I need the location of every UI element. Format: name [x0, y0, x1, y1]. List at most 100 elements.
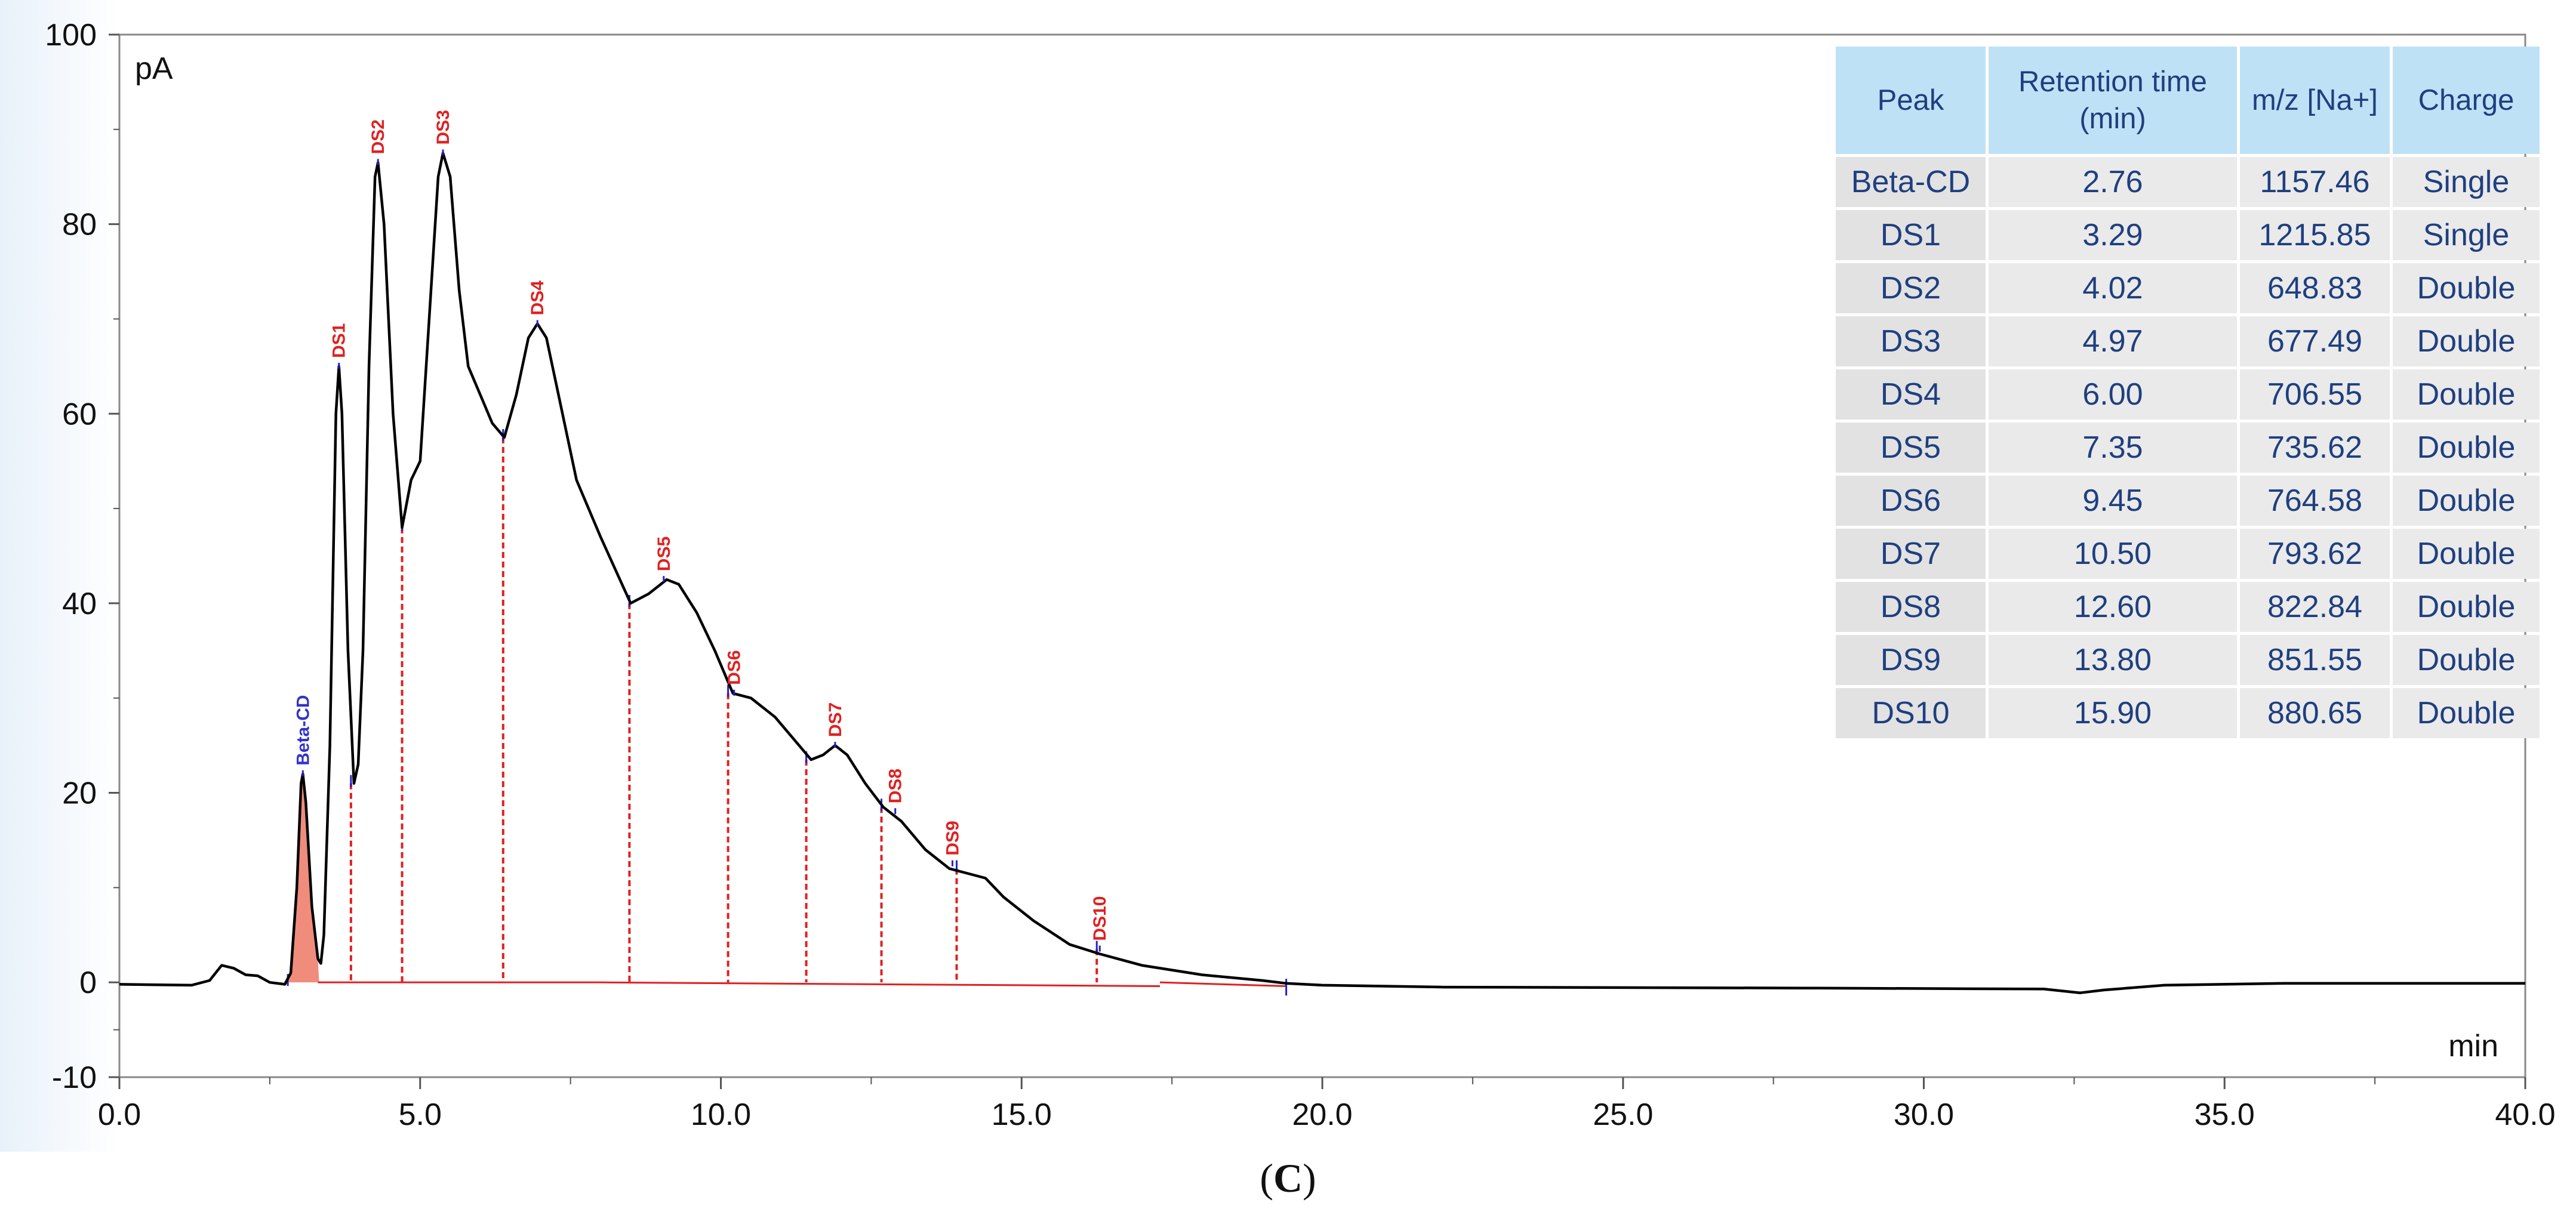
table-header-row: Peak Retention time (min) m/z [Na+] Char…	[1836, 47, 2540, 154]
cell-charge: Single	[2393, 157, 2540, 207]
table-row: DS4 6.00 706.55 Double	[1836, 369, 2540, 420]
y-unit-label: pA	[135, 51, 173, 86]
cell-charge: Double	[2393, 423, 2540, 473]
y-axis-ticks: -10 0 20 40 60 80 100	[45, 18, 119, 1095]
cell-charge: Double	[2393, 263, 2540, 313]
cell-charge: Double	[2393, 582, 2540, 632]
cell-mz: 880.65	[2240, 688, 2390, 738]
y-tick-label: -10	[52, 1060, 97, 1095]
cell-charge: Double	[2393, 476, 2540, 526]
table-row: Beta-CD 2.76 1157.46 Single	[1836, 157, 2540, 207]
cell-retention-time: 2.76	[1989, 157, 2237, 207]
peak-label-ds6: DS6	[725, 650, 744, 684]
cell-retention-time: 12.60	[1989, 582, 2237, 632]
peak-label-ds7: DS7	[826, 702, 845, 737]
x-tick-label: 15.0	[992, 1097, 1052, 1132]
peak-label-ds5: DS5	[654, 536, 674, 571]
cell-charge: Double	[2393, 316, 2540, 366]
cell-retention-time: 6.00	[1989, 369, 2237, 420]
chromatogram-trace	[119, 152, 2525, 994]
peak-label-ds9: DS9	[943, 821, 962, 855]
cell-mz: 851.55	[2240, 635, 2390, 685]
cell-mz: 677.49	[2240, 316, 2390, 366]
cell-retention-time: 13.80	[1989, 635, 2237, 685]
cell-mz: 1215.85	[2240, 210, 2390, 260]
cell-charge: Double	[2393, 529, 2540, 579]
peak-label-ds2: DS2	[368, 119, 388, 154]
table-row: DS2 4.02 648.83 Double	[1836, 263, 2540, 313]
x-tick-label: 40.0	[2495, 1097, 2555, 1132]
cell-mz: 793.62	[2240, 529, 2390, 579]
table-row: DS6 9.45 764.58 Double	[1836, 476, 2540, 526]
x-tick-label: 5.0	[399, 1097, 442, 1132]
peak-label-ds4: DS4	[528, 280, 547, 316]
cell-peak: DS10	[1836, 688, 1986, 738]
cell-charge: Double	[2393, 688, 2540, 738]
peak-label-layer: Beta-CD DS1 DS2 DS3 DS4 DS5 DS6 DS7 DS8 DS9 DS10	[293, 110, 1110, 952]
left-gradient-band	[0, 0, 119, 1152]
cell-mz: 706.55	[2240, 369, 2390, 420]
cell-retention-time: 4.02	[1989, 263, 2237, 313]
y-tick-label: 100	[45, 18, 97, 53]
x-tick-label: 35.0	[2195, 1097, 2255, 1132]
column-header-mz: m/z [Na+]	[2240, 47, 2390, 154]
cell-peak: DS3	[1836, 316, 1986, 366]
x-tick-label: 20.0	[1292, 1097, 1352, 1132]
column-header-retention-time: Retention time (min)	[1989, 47, 2237, 154]
peak-table: Peak Retention time (min) m/z [Na+] Char…	[1833, 44, 2543, 741]
cell-mz: 648.83	[2240, 263, 2390, 313]
y-tick-label: 80	[62, 208, 97, 242]
table-row: DS8 12.60 822.84 Double	[1836, 582, 2540, 632]
cell-mz: 764.58	[2240, 476, 2390, 526]
caption-open: (	[1260, 1155, 1273, 1201]
x-tick-label: 30.0	[1894, 1097, 1954, 1132]
cell-peak: DS4	[1836, 369, 1986, 420]
cell-mz: 822.84	[2240, 582, 2390, 632]
table-row: DS1 3.29 1215.85 Single	[1836, 210, 2540, 260]
table-body: Beta-CD 2.76 1157.46 Single DS1 3.29 1215.85 Si…	[1836, 157, 2540, 738]
peak-label-beta-cd: Beta-CD	[293, 695, 313, 765]
cell-peak: DS8	[1836, 582, 1986, 632]
cell-charge: Single	[2393, 210, 2540, 260]
column-header-charge: Charge	[2393, 47, 2540, 154]
x-axis-ticks: 0.0 5.0 10.0 15.0 20.0 25.0 30.0 35.0 40.0	[98, 1077, 2556, 1132]
cell-peak: DS9	[1836, 635, 1986, 685]
cell-mz: 735.62	[2240, 423, 2390, 473]
peak-label-ds8: DS8	[886, 769, 906, 803]
integration-baseline	[1159, 981, 1287, 988]
table-row: DS10 15.90 880.65 Double	[1836, 688, 2540, 738]
peak-label-ds10: DS10	[1090, 896, 1110, 941]
caption-close: )	[1303, 1155, 1316, 1201]
table-row: DS7 10.50 793.62 Double	[1836, 529, 2540, 579]
cell-mz: 1157.46	[2240, 157, 2390, 207]
table-row: DS5 7.35 735.62 Double	[1836, 423, 2540, 473]
cell-retention-time: 7.35	[1989, 423, 2237, 473]
figure-caption: (C)	[0, 1155, 2576, 1202]
trace-layer	[119, 152, 2525, 994]
cell-charge: Double	[2393, 369, 2540, 420]
y-tick-label: 60	[62, 397, 97, 431]
baseline-layer	[318, 981, 1287, 988]
cell-peak: Beta-CD	[1836, 157, 1986, 207]
y-tick-label: 20	[62, 776, 97, 811]
cell-retention-time: 4.97	[1989, 316, 2237, 366]
cell-peak: DS6	[1836, 476, 1986, 526]
cell-peak: DS7	[1836, 529, 1986, 579]
x-unit-label: min	[2448, 1029, 2498, 1063]
y-tick-label: 0	[79, 966, 97, 1000]
cell-peak: DS1	[1836, 210, 1986, 260]
x-tick-label: 10.0	[691, 1097, 751, 1132]
cell-retention-time: 3.29	[1989, 210, 2237, 260]
table-row: DS9 13.80 851.55 Double	[1836, 635, 2540, 685]
cell-charge: Double	[2393, 635, 2540, 685]
cell-peak: DS5	[1836, 423, 1986, 473]
table-row: DS3 4.97 677.49 Double	[1836, 316, 2540, 366]
x-tick-label: 25.0	[1593, 1097, 1653, 1132]
integration-baseline	[600, 981, 1160, 988]
peak-label-ds3: DS3	[433, 110, 453, 144]
peak-label-ds1: DS1	[330, 323, 349, 358]
x-tick-label: 0.0	[98, 1097, 141, 1132]
column-header-peak: Peak	[1836, 47, 1986, 154]
y-tick-label: 40	[62, 587, 97, 621]
cell-peak: DS2	[1836, 263, 1986, 313]
